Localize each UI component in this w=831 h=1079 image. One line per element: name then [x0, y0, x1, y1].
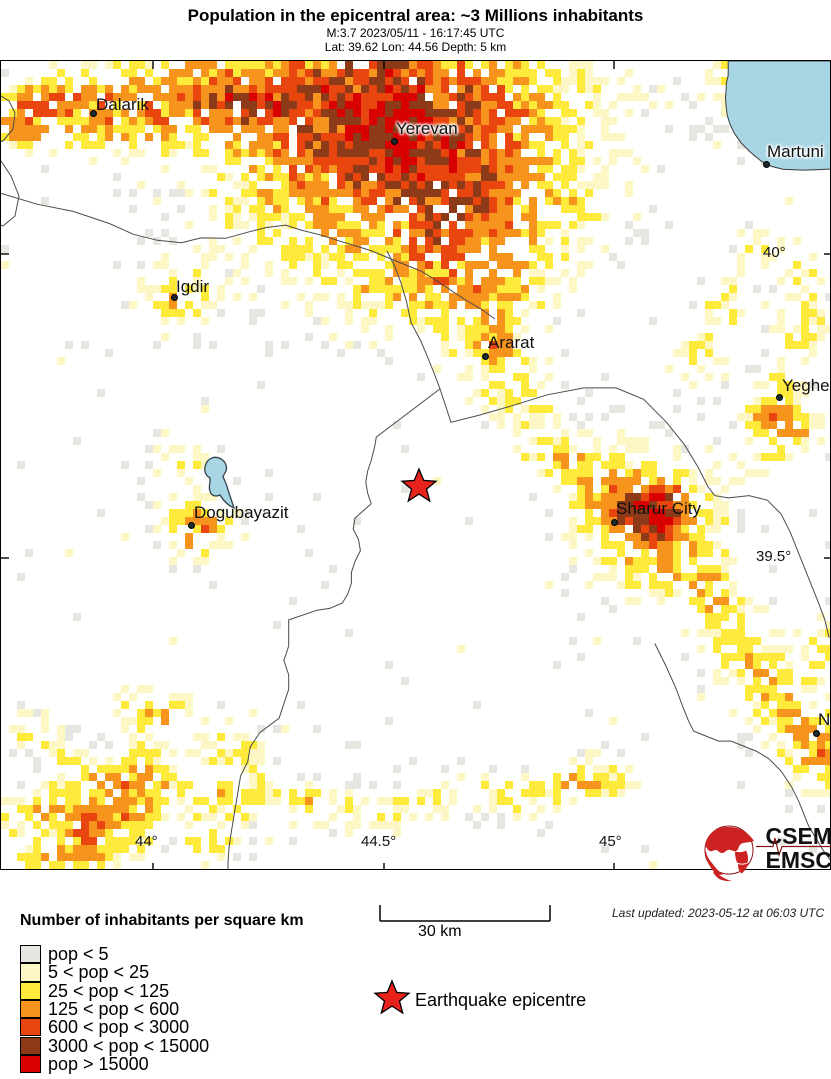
svg-text:CSEM: CSEM	[766, 823, 831, 849]
svg-text:EMSC: EMSC	[766, 847, 831, 873]
